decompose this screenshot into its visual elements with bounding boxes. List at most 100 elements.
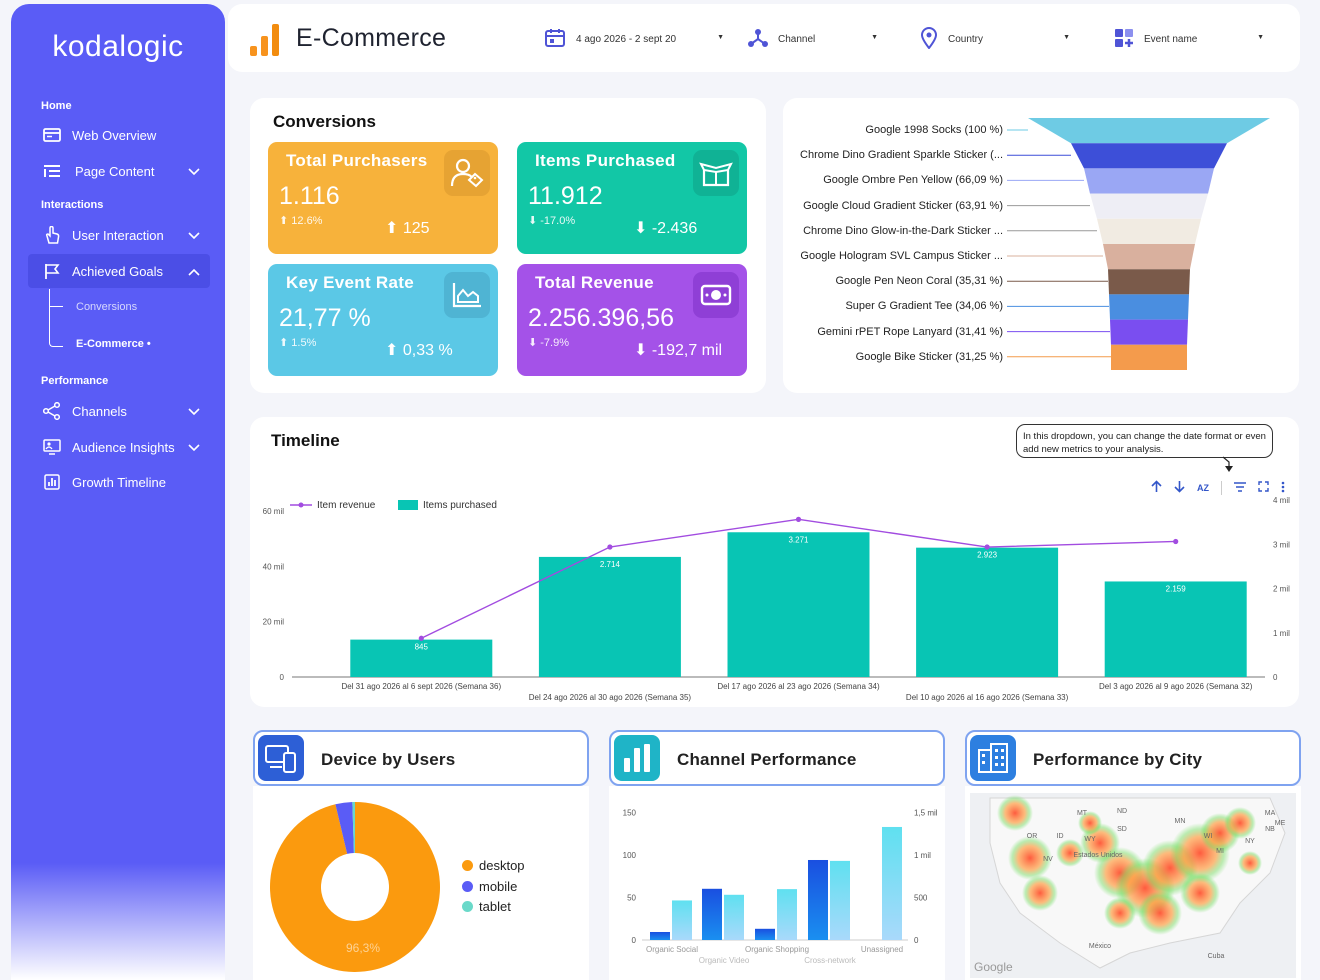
device-donut-chart: 96,3% bbox=[270, 802, 440, 972]
channel-bar-revenue[interactable] bbox=[882, 826, 902, 940]
revenue-point[interactable] bbox=[984, 544, 990, 550]
hint-tooltip: In this dropdown, you can change the dat… bbox=[1016, 424, 1273, 458]
y-right-tick-label: 1,5 mil bbox=[914, 809, 938, 818]
funnel-segment[interactable] bbox=[1028, 118, 1270, 144]
sidebar-item-web-overview[interactable]: Web Overview bbox=[28, 118, 210, 152]
channel-filter-label: Channel bbox=[778, 33, 816, 45]
chevron-down-icon[interactable] bbox=[188, 164, 200, 179]
kpi-title: Key Event Rate bbox=[286, 273, 414, 292]
kpi-items-purchased[interactable]: Items Purchased 11.912 ⬇ -17.0% ⬇ -2.436 bbox=[517, 142, 747, 254]
legend-label: tablet bbox=[479, 899, 511, 914]
subitem-ecommerce[interactable]: E-Commerce • bbox=[76, 338, 151, 350]
kodalogic-logo: kodalogic bbox=[52, 30, 184, 63]
funnel-label: Chrome Dino Glow-in-the-Dark Sticker ... bbox=[803, 224, 1003, 237]
product-funnel-chart bbox=[1007, 118, 1270, 370]
donut-slice-mobile[interactable] bbox=[335, 802, 354, 854]
map-label: MN bbox=[1175, 818, 1186, 825]
sidebar-item-page-content[interactable]: Page Content bbox=[28, 154, 210, 188]
funnel-segment[interactable] bbox=[1110, 319, 1188, 345]
x-tick-label: Organic Shopping bbox=[745, 945, 809, 954]
filter-icon[interactable] bbox=[1234, 481, 1246, 495]
y-right-tick-label: 0 bbox=[1273, 673, 1278, 682]
x-tick-label: Organic Social bbox=[646, 945, 698, 954]
channel-bar-revenue[interactable] bbox=[777, 889, 797, 940]
timeline-bar[interactable] bbox=[1104, 581, 1247, 677]
funnel-segment[interactable] bbox=[1071, 143, 1227, 169]
sidebar-item-achieved-goals[interactable]: Achieved Goals bbox=[28, 254, 210, 288]
channel-bar-users[interactable] bbox=[808, 859, 828, 940]
event-name-filter[interactable]: Event name ▼ bbox=[1114, 24, 1264, 54]
location-pin-icon bbox=[920, 26, 938, 52]
open-box-icon bbox=[693, 150, 739, 196]
device-legend-item[interactable]: desktop bbox=[462, 858, 525, 873]
chevron-down-icon[interactable] bbox=[188, 228, 200, 243]
channel-bar-revenue[interactable] bbox=[672, 900, 692, 940]
sort-ascending-icon[interactable] bbox=[1151, 480, 1162, 496]
legend-label: desktop bbox=[479, 858, 525, 873]
timeline-bar[interactable] bbox=[538, 556, 681, 677]
funnel-segment[interactable] bbox=[1090, 193, 1208, 219]
sidebar-item-audience-insights[interactable]: Audience Insights bbox=[28, 430, 210, 464]
country-filter[interactable]: Country ▼ bbox=[920, 24, 1070, 54]
channel-bar-users[interactable] bbox=[755, 928, 775, 940]
date-range-filter[interactable]: 4 ago 2026 - 2 sept 20 ▼ bbox=[544, 24, 724, 54]
timeline-chart: 0 20 mil 40 mil 60 mil 0 1 mil 2 mil 3 mil 4 mil… bbox=[263, 496, 1290, 702]
revenue-point[interactable] bbox=[1173, 538, 1179, 545]
sort-descending-icon[interactable] bbox=[1174, 480, 1185, 496]
sidebar-item-channels[interactable]: Channels bbox=[28, 394, 210, 428]
channel-bar-revenue[interactable] bbox=[830, 860, 850, 940]
subitem-conversions[interactable]: Conversions bbox=[76, 301, 138, 313]
timeline-bar[interactable] bbox=[350, 639, 493, 677]
funnel-segment[interactable] bbox=[1109, 294, 1189, 320]
chevron-up-icon[interactable] bbox=[188, 264, 200, 279]
funnel-label: Google Ombre Pen Yellow (66,09 %) bbox=[823, 174, 1003, 187]
timeline-bar[interactable] bbox=[916, 547, 1059, 677]
kpi-value: 2.256.396,56 bbox=[528, 304, 674, 332]
funnel-segment[interactable] bbox=[1111, 344, 1187, 370]
channel-bar-revenue[interactable] bbox=[724, 894, 744, 940]
section-performance: Performance bbox=[41, 375, 109, 387]
funnel-segment[interactable] bbox=[1103, 244, 1195, 270]
map-label: MA bbox=[1265, 810, 1276, 817]
funnel-segment[interactable] bbox=[1097, 218, 1201, 244]
sidebar-item-label: Channels bbox=[72, 403, 127, 419]
timeline-title: Timeline bbox=[271, 431, 340, 450]
device-legend-item[interactable]: mobile bbox=[462, 879, 517, 894]
channel-bar-users[interactable] bbox=[650, 931, 670, 940]
kpi-total-purchasers[interactable]: Total Purchasers 1.116 ⬆ 12.6% ⬆ 125 bbox=[268, 142, 498, 254]
donut-slice-desktop[interactable] bbox=[270, 802, 440, 972]
kpi-total-revenue[interactable]: Total Revenue 2.256.396,56 ⬇ -7.9% ⬇ -19… bbox=[517, 264, 747, 376]
kpi-key-event-rate[interactable]: Key Event Rate 21,77 % ⬆ 1.5% ⬆ 0,33 % bbox=[268, 264, 498, 376]
sidebar-item-label: Page Content bbox=[75, 163, 155, 179]
chevron-down-icon[interactable] bbox=[188, 440, 200, 455]
caret-down-icon: ▼ bbox=[717, 34, 724, 41]
funnel-segment[interactable] bbox=[1108, 269, 1190, 295]
sidebar-item-label: Web Overview bbox=[72, 127, 157, 143]
channel-filter[interactable]: Channel ▼ bbox=[748, 24, 878, 54]
city-buildings-icon bbox=[970, 735, 1016, 781]
sidebar-item-user-interaction[interactable]: User Interaction bbox=[28, 218, 210, 252]
revenue-point[interactable] bbox=[607, 544, 613, 550]
chevron-down-icon[interactable] bbox=[188, 404, 200, 419]
funnel-label: Gemini rPET Rope Lanyard (31,41 %) bbox=[817, 325, 1003, 338]
sort-alpha-icon[interactable]: AZ bbox=[1197, 483, 1209, 493]
sidebar-item-label: Growth Timeline bbox=[72, 474, 166, 490]
fullscreen-icon[interactable] bbox=[1258, 481, 1269, 495]
kpi-percent-change: ⬇ -17.0% bbox=[528, 215, 576, 227]
revenue-point[interactable] bbox=[418, 635, 424, 641]
map-label: OR bbox=[1027, 833, 1038, 840]
sidebar-item-growth-timeline[interactable]: Growth Timeline bbox=[28, 465, 210, 499]
more-vertical-icon[interactable] bbox=[1281, 481, 1285, 496]
channel-section-header: Channel Performance bbox=[609, 730, 945, 786]
timeline-bar[interactable] bbox=[727, 532, 870, 677]
x-tick-label: Unassigned bbox=[861, 945, 903, 954]
map-label: WY bbox=[1084, 836, 1096, 843]
funnel-segment[interactable] bbox=[1084, 168, 1214, 194]
revenue-point[interactable] bbox=[795, 516, 802, 522]
channel-bar-users[interactable] bbox=[702, 888, 722, 940]
donut-slice-tablet[interactable] bbox=[352, 802, 355, 854]
device-legend-item[interactable]: tablet bbox=[462, 899, 511, 914]
y-left-tick-label: 20 mil bbox=[263, 618, 285, 627]
event-name-filter-label: Event name bbox=[1144, 33, 1198, 45]
map-label: WI bbox=[1204, 833, 1213, 840]
